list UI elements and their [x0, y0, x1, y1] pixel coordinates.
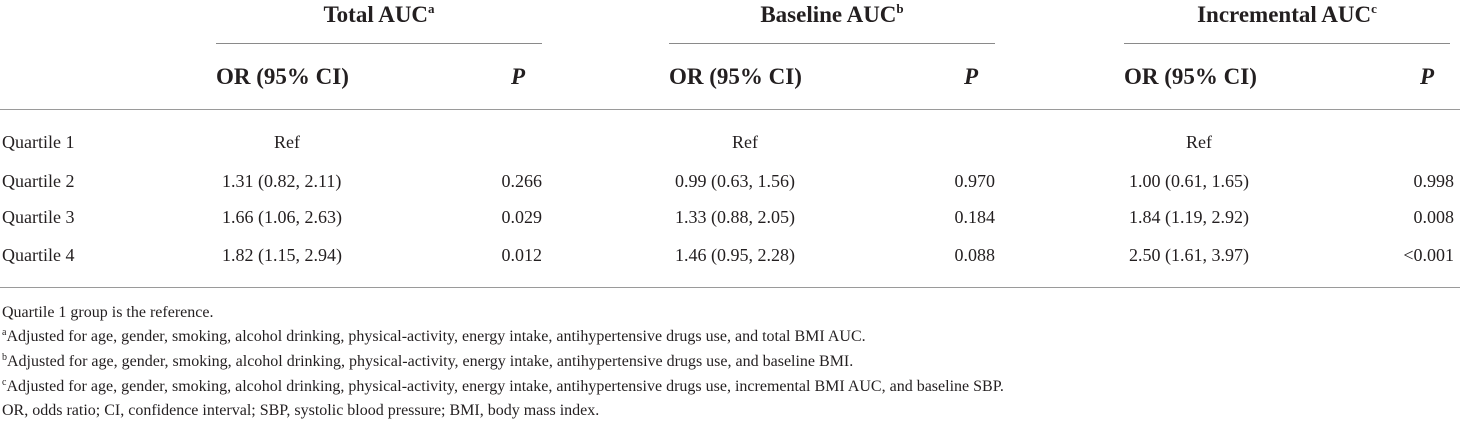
rule-total-auc	[216, 43, 542, 44]
footnote-a: aAdjusted for age, gender, smoking, alco…	[2, 327, 866, 347]
col-or-baseline: OR (95% CI)	[669, 64, 802, 89]
header-total-auc-sup: a	[428, 1, 435, 16]
or-value: 1.84 (1.19, 2.92)	[1129, 207, 1249, 227]
rule-baseline-auc	[669, 43, 995, 44]
or-value: 2.50 (1.61, 3.97)	[1129, 245, 1249, 265]
or-value: Ref	[274, 132, 300, 152]
or-value: 1.66 (1.06, 2.63)	[222, 207, 342, 227]
or-value: 1.82 (1.15, 2.94)	[222, 245, 342, 265]
col-p-baseline: P	[964, 64, 979, 89]
footnote-c: cAdjusted for age, gender, smoking, alco…	[2, 377, 1004, 397]
p-value: 0.998	[1413, 171, 1455, 191]
or-value: 0.99 (0.63, 1.56)	[675, 171, 795, 191]
row-label: Quartile 2	[2, 171, 75, 191]
or-value: Ref	[1186, 132, 1212, 152]
footnote-b-mark: b	[2, 352, 7, 363]
header-incremental-auc: Incremental AUCc	[1124, 2, 1450, 28]
header-incremental-auc-sup: c	[1371, 1, 1377, 16]
footnote-a-text: Adjusted for age, gender, smoking, alcoh…	[6, 328, 866, 345]
or-value: Ref	[732, 132, 758, 152]
p-value: <0.001	[1403, 245, 1454, 265]
or-value: 1.00 (0.61, 1.65)	[1129, 171, 1249, 191]
header-total-auc: Total AUCa	[216, 2, 542, 28]
header-baseline-auc-sup: b	[896, 1, 904, 16]
col-p-total: P	[511, 64, 526, 89]
footer-rule	[0, 287, 1460, 288]
footnote-reference: Quartile 1 group is the reference.	[2, 304, 214, 321]
row-label: Quartile 1	[2, 132, 75, 152]
col-or-incremental: OR (95% CI)	[1124, 64, 1257, 89]
p-value: 0.184	[954, 207, 996, 227]
rule-incremental-auc	[1124, 43, 1450, 44]
col-or-total: OR (95% CI)	[216, 64, 349, 89]
col-p-incremental: P	[1420, 64, 1435, 89]
p-value: 0.088	[954, 245, 996, 265]
row-label: Quartile 3	[2, 207, 75, 227]
footnote-c-mark: c	[2, 377, 7, 388]
p-value: 0.012	[501, 245, 543, 265]
footnote-abbreviations: OR, odds ratio; CI, confidence interval;…	[2, 402, 600, 419]
footnote-b-text: Adjusted for age, gender, smoking, alcoh…	[7, 353, 854, 370]
p-value: 0.266	[501, 171, 543, 191]
footnote-b: bAdjusted for age, gender, smoking, alco…	[2, 352, 853, 372]
header-baseline-auc: Baseline AUCb	[669, 2, 995, 28]
header-total-auc-title: Total AUC	[323, 2, 429, 27]
or-value: 1.46 (0.95, 2.28)	[675, 245, 795, 265]
footnote-a-mark: a	[2, 327, 7, 338]
p-value: 0.970	[954, 171, 996, 191]
or-value: 1.33 (0.88, 2.05)	[675, 207, 795, 227]
or-value: 1.31 (0.82, 2.11)	[222, 171, 342, 191]
row-label: Quartile 4	[2, 245, 75, 265]
p-value: 0.029	[501, 207, 543, 227]
footnote-c-text: Adjusted for age, gender, smoking, alcoh…	[6, 378, 1004, 395]
p-value: 0.008	[1413, 207, 1455, 227]
header-incremental-auc-title: Incremental AUC	[1197, 2, 1372, 27]
header-baseline-auc-title: Baseline AUC	[760, 2, 897, 27]
header-rule	[0, 109, 1460, 110]
